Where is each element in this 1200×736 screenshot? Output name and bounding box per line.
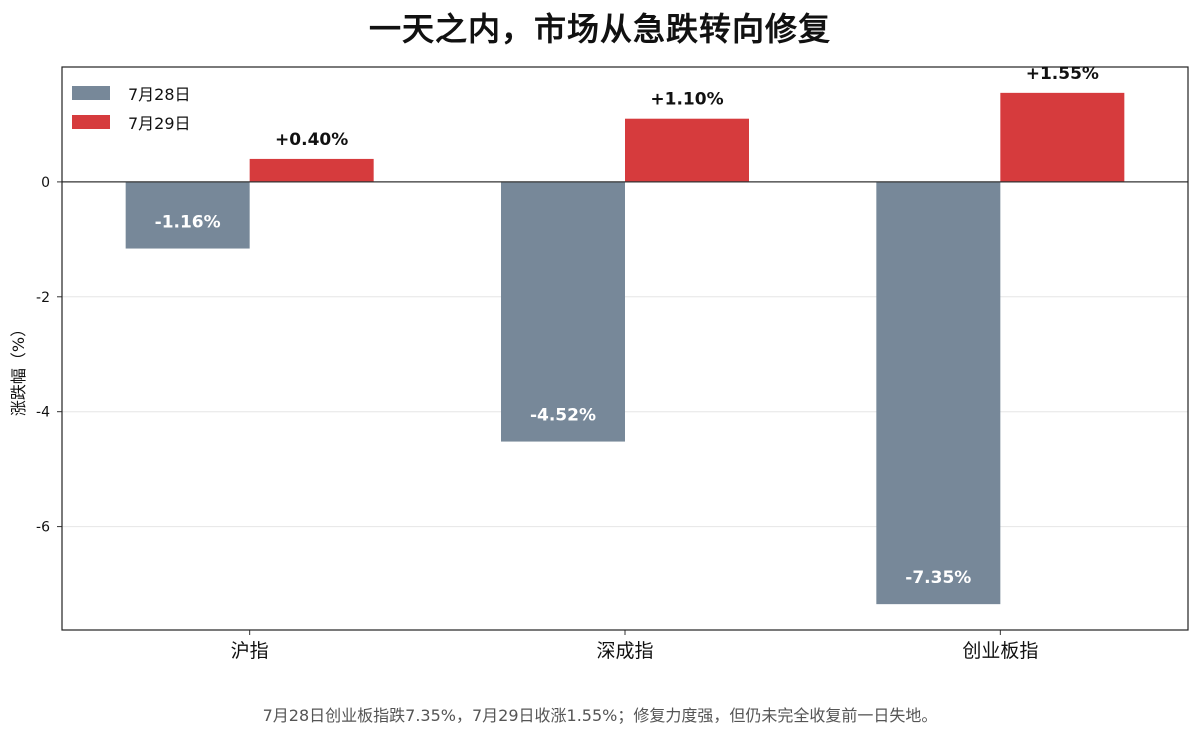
bar [125, 181, 250, 249]
x-tick-label: 沪指 [231, 640, 269, 662]
bar [501, 181, 625, 442]
footnote: 7月28日创业板指跌7.35%，7月29日收涨1.55%；修复力度强，但仍未完全… [262, 706, 938, 725]
legend-swatch-1 [72, 114, 110, 129]
y-tick-label: -2 [36, 290, 50, 306]
label-layer: -1.16% +0.40% -4.52% +1.10% -7.35% +1.55% [155, 64, 1099, 588]
legend: 7月28日 7月29日 [72, 78, 191, 136]
legend-item-1: 7月29日 [72, 107, 191, 136]
chart-title: 一天之内，市场从急跌转向修复 [368, 10, 831, 48]
y-axis-label: 涨跌幅（%） [9, 321, 28, 416]
data-label: +1.10% [650, 90, 723, 110]
legend-item-0: 7月28日 [72, 78, 191, 107]
x-tick-label: 深成指 [596, 640, 653, 662]
data-label: -7.35% [905, 568, 971, 588]
y-tick-label: 0 [41, 175, 50, 191]
legend-label-1: 7月29日 [128, 113, 191, 133]
plot-frame [61, 66, 1189, 631]
data-label: -1.16% [155, 213, 221, 233]
data-label: +1.55% [1026, 64, 1099, 84]
legend-label-0: 7月28日 [128, 84, 191, 104]
y-tick-label: -6 [36, 520, 50, 536]
bar-layer [125, 92, 1125, 605]
x-tick-label: 创业板指 [962, 640, 1038, 662]
bar [249, 158, 374, 182]
y-tick-label: -4 [36, 405, 50, 421]
bar [625, 118, 749, 182]
data-label: +0.40% [275, 130, 348, 150]
bar [876, 181, 1001, 605]
axis-layer: 0 -2 -4 -6 沪指 深成指 创业板指 涨跌幅（%） [9, 66, 1189, 662]
bar [1000, 92, 1125, 182]
legend-swatch-0 [72, 85, 110, 100]
data-label: -4.52% [530, 406, 596, 426]
